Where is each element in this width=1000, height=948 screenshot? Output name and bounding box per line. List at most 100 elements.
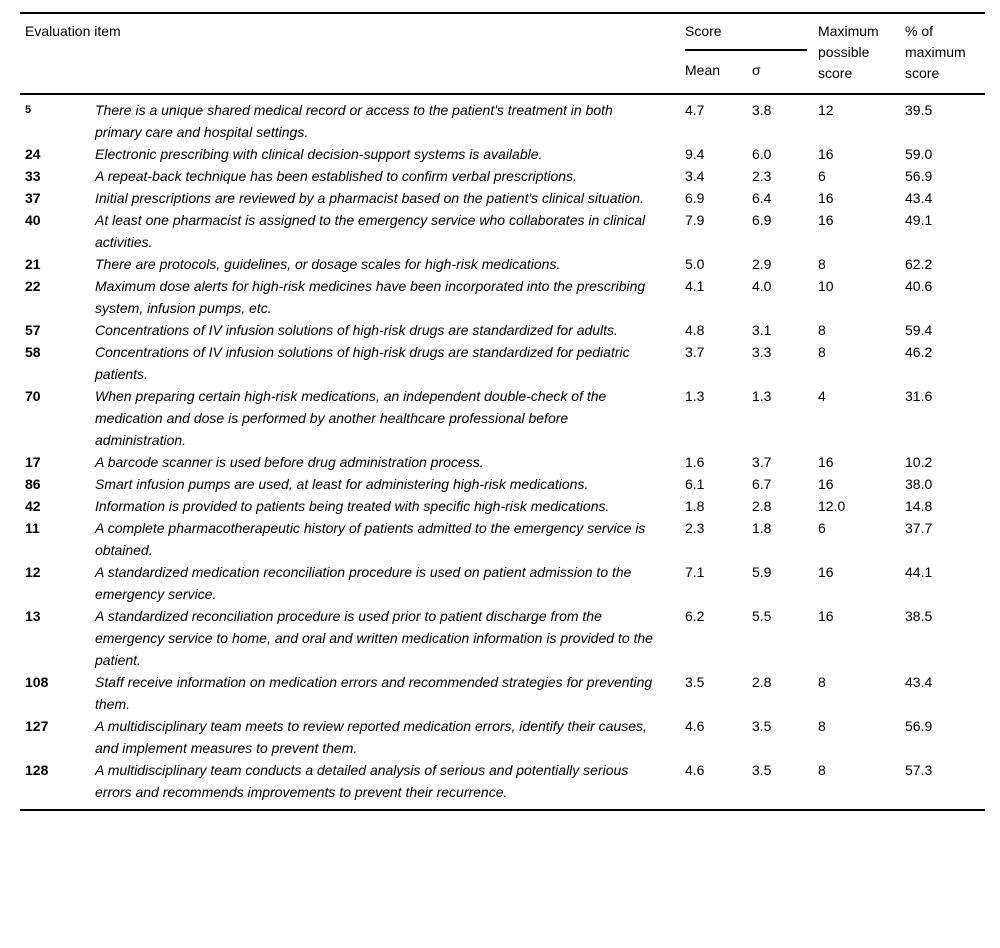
- item-number: 22: [25, 278, 41, 294]
- item-number: 33: [25, 168, 41, 184]
- mean-value: 3.4: [685, 168, 705, 184]
- mean-value: 7.1: [685, 564, 705, 580]
- pct-max-value: 44.1: [905, 564, 933, 580]
- max-score-value: 6: [818, 520, 826, 536]
- max-score-value: 16: [818, 608, 834, 624]
- table-row: 5 There is a unique shared medical recor…: [20, 94, 985, 143]
- mean-value: 5.0: [685, 256, 705, 272]
- pct-max-value: 38.5: [905, 608, 933, 624]
- pct-max-value: 38.0: [905, 476, 933, 492]
- table-row: 12 A standardized medication reconciliat…: [20, 561, 985, 605]
- item-description: A standardized medication reconciliation…: [95, 564, 632, 602]
- max-score-value: 16: [818, 190, 834, 206]
- sigma-value: 6.7: [752, 476, 772, 492]
- item-number: 108: [25, 674, 49, 690]
- item-number: 40: [25, 212, 41, 228]
- table-row: 57 Concentrations of IV infusion solutio…: [20, 319, 985, 341]
- sigma-value: 3.5: [752, 718, 772, 734]
- max-score-value: 8: [818, 322, 826, 338]
- sigma-value: 5.9: [752, 564, 772, 580]
- item-description: Electronic prescribing with clinical dec…: [95, 146, 543, 162]
- table-row: 58 Concentrations of IV infusion solutio…: [20, 341, 985, 385]
- column-header-maximum-possible-score: Maximum possible score: [818, 23, 879, 81]
- sigma-value: 3.7: [752, 454, 772, 470]
- item-description: A complete pharmacotherapeutic history o…: [95, 520, 646, 558]
- pct-max-value: 62.2: [905, 256, 933, 272]
- item-description: There is a unique shared medical record …: [95, 102, 613, 140]
- sigma-value: 2.8: [752, 674, 772, 690]
- item-number: 58: [25, 344, 41, 360]
- sigma-value: 4.0: [752, 278, 772, 294]
- column-header-mean: Mean: [685, 62, 721, 78]
- max-score-value: 8: [818, 718, 826, 734]
- item-description: A repeat-back technique has been establi…: [95, 168, 577, 184]
- mean-value: 4.1: [685, 278, 705, 294]
- item-description: Smart infusion pumps are used, at least …: [95, 476, 589, 492]
- max-score-value: 6: [818, 168, 826, 184]
- pct-max-value: 10.2: [905, 454, 933, 470]
- max-score-value: 12: [818, 102, 834, 118]
- mean-value: 4.7: [685, 102, 705, 118]
- item-number: 86: [25, 476, 41, 492]
- item-description: A multidisciplinary team conducts a deta…: [95, 762, 629, 800]
- item-number: 128: [25, 762, 49, 778]
- table-body: 5 There is a unique shared medical recor…: [20, 94, 985, 810]
- mean-value: 4.6: [685, 718, 705, 734]
- max-score-value: 8: [818, 256, 826, 272]
- pct-max-value: 56.9: [905, 168, 933, 184]
- item-description: Staff receive information on medication …: [95, 674, 653, 712]
- table-row: 108 Staff receive information on medicat…: [20, 671, 985, 715]
- table-row: 13 A standardized reconciliation procedu…: [20, 605, 985, 671]
- table-row: 22 Maximum dose alerts for high-risk med…: [20, 275, 985, 319]
- evaluation-table: Evaluation item Score Maximum possible s…: [20, 12, 986, 811]
- item-number: 11: [25, 520, 40, 536]
- max-score-value: 10: [818, 278, 834, 294]
- mean-value: 2.3: [685, 520, 705, 536]
- item-number: 24: [25, 146, 41, 162]
- mean-value: 1.8: [685, 498, 705, 514]
- column-header-evaluation-item: Evaluation item: [25, 23, 121, 39]
- sigma-value: 6.9: [752, 212, 772, 228]
- max-score-value: 16: [818, 454, 834, 470]
- item-number: 13: [25, 608, 41, 624]
- pct-max-value: 49.1: [905, 212, 933, 228]
- column-header-sigma: σ: [752, 62, 761, 78]
- pct-max-value: 57.3: [905, 762, 933, 778]
- max-score-value: 8: [818, 762, 826, 778]
- item-number: 17: [25, 454, 41, 470]
- score-group-label: Score: [685, 21, 808, 51]
- pct-max-value: 59.0: [905, 146, 933, 162]
- mean-value: 1.6: [685, 454, 705, 470]
- sigma-value: 3.5: [752, 762, 772, 778]
- mean-value: 6.9: [685, 190, 705, 206]
- table-row: 37 Initial prescriptions are reviewed by…: [20, 187, 985, 209]
- table-row: 128 A multidisciplinary team conducts a …: [20, 759, 985, 810]
- item-description: There are protocols, guidelines, or dosa…: [95, 256, 561, 272]
- item-number: 21: [25, 256, 41, 272]
- column-header-score-group: Score: [685, 13, 818, 51]
- item-description: When preparing certain high-risk medicat…: [95, 388, 607, 448]
- table-row: 24 Electronic prescribing with clinical …: [20, 143, 985, 165]
- item-description: Concentrations of IV infusion solutions …: [95, 322, 618, 338]
- item-description: A multidisciplinary team meets to review…: [95, 718, 647, 756]
- pct-max-value: 39.5: [905, 102, 933, 118]
- sigma-value: 5.5: [752, 608, 772, 624]
- item-number: 5: [25, 104, 32, 116]
- max-score-value: 16: [818, 564, 834, 580]
- mean-value: 3.7: [685, 344, 705, 360]
- max-score-value: 4: [818, 388, 826, 404]
- table-row: 127 A multidisciplinary team meets to re…: [20, 715, 985, 759]
- pct-max-value: 56.9: [905, 718, 933, 734]
- mean-value: 4.6: [685, 762, 705, 778]
- pct-max-value: 59.4: [905, 322, 933, 338]
- max-score-value: 12.0: [818, 498, 846, 514]
- mean-value: 6.1: [685, 476, 705, 492]
- item-description: A standardized reconciliation procedure …: [95, 608, 653, 668]
- pct-max-value: 37.7: [905, 520, 933, 536]
- item-description: A barcode scanner is used before drug ad…: [95, 454, 484, 470]
- sigma-value: 6.4: [752, 190, 772, 206]
- mean-value: 3.5: [685, 674, 705, 690]
- mean-value: 4.8: [685, 322, 705, 338]
- item-number: 12: [25, 564, 41, 580]
